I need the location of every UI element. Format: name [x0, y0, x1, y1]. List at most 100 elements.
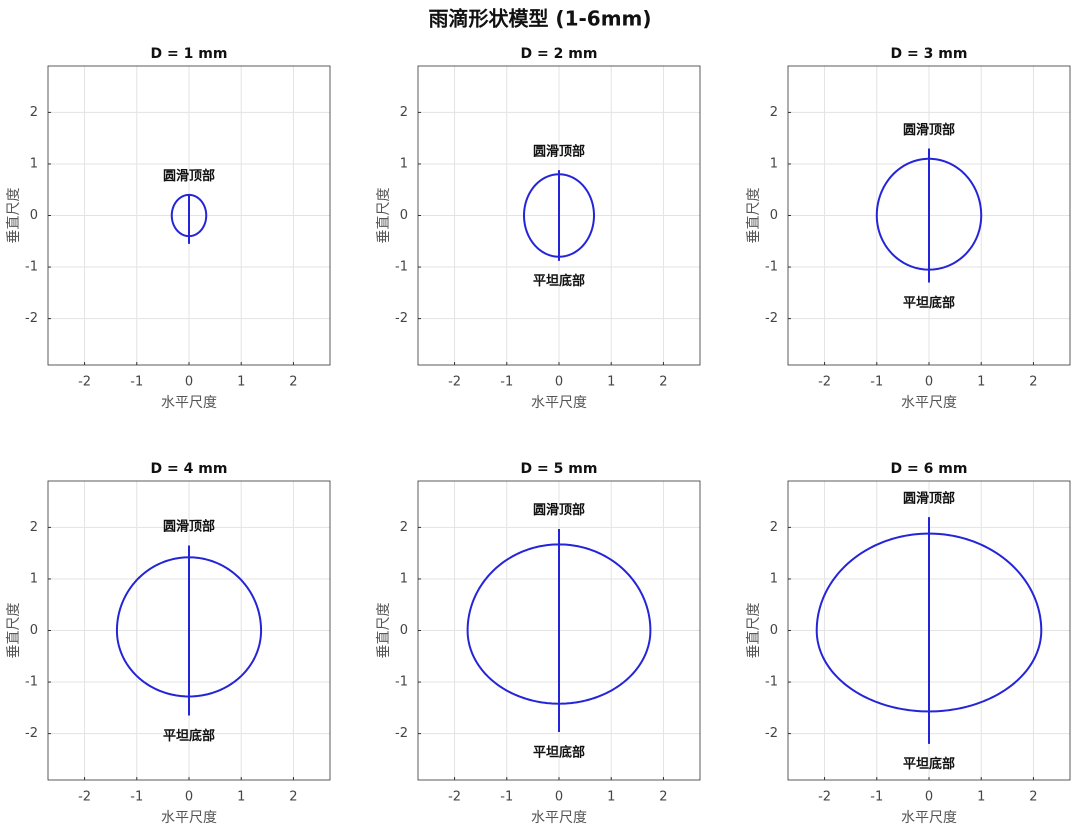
x-tick-label: 2 [289, 375, 297, 390]
drop-outline [815, 532, 1043, 713]
x-axis-label: 水平尺度 [531, 810, 587, 826]
y-tick-label: 2 [30, 105, 38, 120]
y-tick-label: -1 [765, 675, 778, 690]
x-axis-label: 水平尺度 [901, 395, 957, 411]
y-tick-label: 1 [400, 156, 408, 171]
drop-outline [170, 193, 208, 238]
x-tick-label: 2 [659, 790, 667, 805]
y-tick-label: 0 [770, 623, 778, 638]
drop-outline [466, 543, 652, 705]
x-axis-label: 水平尺度 [901, 810, 957, 826]
x-tick-label: 2 [1029, 375, 1037, 390]
axes-frame [47, 480, 331, 781]
axes-frame [787, 480, 1071, 781]
y-tick-label: 1 [770, 571, 778, 586]
annotation: 平坦底部 [903, 756, 955, 772]
y-axis-label: 垂直尺度 [375, 603, 392, 659]
y-tick-label: 2 [770, 105, 778, 120]
x-tick-label: 0 [925, 375, 933, 390]
annotation: 平坦底部 [533, 744, 585, 760]
x-tick-label: -2 [448, 375, 461, 390]
x-tick-label: 0 [555, 790, 563, 805]
y-axis-label: 垂直尺度 [745, 188, 762, 244]
y-tick-label: -1 [395, 260, 408, 275]
y-tick-label: -2 [765, 311, 778, 326]
y-tick-label: -2 [765, 726, 778, 741]
x-tick-label: -1 [130, 790, 143, 805]
y-tick-label: -1 [25, 675, 38, 690]
y-axis-label: 垂直尺度 [745, 603, 762, 659]
x-tick-label: -1 [130, 375, 143, 390]
x-tick-label: 0 [555, 375, 563, 390]
x-tick-label: -1 [500, 375, 513, 390]
annotation: 圆滑顶部 [163, 168, 215, 184]
subplot-title: D = 2 mm [521, 46, 598, 62]
subplot-title: D = 3 mm [891, 46, 968, 62]
y-tick-label: 1 [30, 571, 38, 586]
y-axis-label: 垂直尺度 [375, 188, 392, 244]
x-tick-label: 1 [607, 375, 615, 390]
x-tick-label: 1 [977, 375, 985, 390]
annotation: 圆滑顶部 [163, 519, 215, 535]
y-tick-label: 1 [30, 156, 38, 171]
x-tick-label: -1 [500, 790, 513, 805]
x-tick-label: 1 [237, 790, 245, 805]
axes-frame [417, 480, 701, 781]
x-axis-label: 水平尺度 [531, 395, 587, 411]
y-tick-label: -2 [25, 726, 38, 741]
y-tick-label: 2 [400, 520, 408, 535]
subplot: -2 -1 0 1 2 -2 -1 0 1 2 圆滑顶部 D = 1 mm 水平尺度 垂直尺度 [5, 46, 331, 411]
y-tick-label: 2 [30, 520, 38, 535]
subplot-title: D = 5 mm [521, 461, 598, 477]
annotation: 圆滑顶部 [903, 490, 955, 506]
x-tick-label: 1 [237, 375, 245, 390]
annotation: 平坦底部 [903, 295, 955, 311]
axes-frame [417, 65, 701, 366]
y-tick-label: 2 [400, 105, 408, 120]
axes-frame [787, 65, 1071, 366]
annotation: 圆滑顶部 [903, 122, 955, 138]
x-tick-label: -2 [818, 790, 831, 805]
annotation: 圆滑顶部 [533, 502, 585, 518]
x-tick-label: -2 [78, 790, 91, 805]
y-tick-label: 0 [400, 623, 408, 638]
y-tick-label: 0 [770, 208, 778, 223]
subplot-title: D = 1 mm [151, 46, 228, 62]
annotation: 圆滑顶部 [533, 143, 585, 159]
x-axis-label: 水平尺度 [161, 395, 217, 411]
x-tick-label: 2 [1029, 790, 1037, 805]
annotation: 平坦底部 [533, 273, 585, 289]
x-tick-label: 0 [925, 790, 933, 805]
x-tick-label: -2 [78, 375, 91, 390]
x-tick-label: -1 [870, 375, 883, 390]
y-tick-label: 1 [400, 571, 408, 586]
y-axis-label: 垂直尺度 [5, 188, 22, 244]
y-tick-label: -1 [25, 260, 38, 275]
y-tick-label: -2 [395, 726, 408, 741]
annotation: 平坦底部 [163, 728, 215, 744]
x-tick-label: 0 [185, 375, 193, 390]
figure-title: 雨滴形状模型 (1-6mm) [428, 7, 651, 31]
x-tick-label: -2 [448, 790, 461, 805]
y-tick-label: -2 [25, 311, 38, 326]
y-tick-label: -1 [765, 260, 778, 275]
y-tick-label: 1 [770, 156, 778, 171]
y-tick-label: 0 [30, 623, 38, 638]
x-tick-label: 1 [607, 790, 615, 805]
x-tick-label: -1 [870, 790, 883, 805]
x-tick-label: 2 [289, 790, 297, 805]
drop-outline [875, 157, 983, 271]
y-tick-label: 2 [770, 520, 778, 535]
x-tick-label: 0 [185, 790, 193, 805]
subplot-title: D = 4 mm [151, 461, 228, 477]
drop-outline [523, 173, 595, 258]
subplot-title: D = 6 mm [891, 461, 968, 477]
x-tick-label: -2 [818, 375, 831, 390]
y-tick-label: 0 [30, 208, 38, 223]
